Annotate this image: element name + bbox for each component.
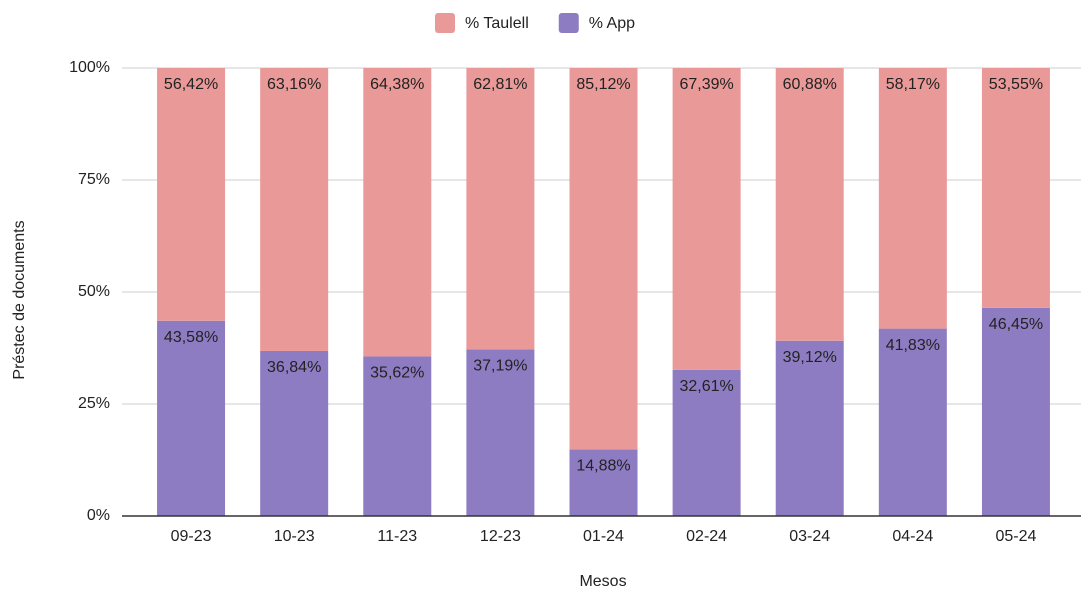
data-label: 60,88% <box>783 76 837 93</box>
bar-segment <box>775 68 844 341</box>
x-tick-label: 11-23 <box>377 528 417 545</box>
data-label: 67,39% <box>679 76 733 93</box>
data-label: 37,19% <box>473 358 527 375</box>
y-tick-label: 50% <box>78 283 110 300</box>
y-axis-label: Préstec de documents <box>11 220 28 379</box>
bar-segment <box>157 320 226 516</box>
data-label: 43,58% <box>164 329 218 346</box>
bar-segment <box>363 68 432 357</box>
data-label: 53,55% <box>989 76 1043 93</box>
bar-segment <box>672 68 741 370</box>
x-tick-label: 03-24 <box>789 528 830 545</box>
x-tick-label: 05-24 <box>995 528 1036 545</box>
bar-segment <box>981 307 1050 516</box>
y-tick-label: 25% <box>78 395 110 412</box>
bar-segment <box>260 350 329 516</box>
bar-segment <box>466 68 535 350</box>
x-tick-label: 04-24 <box>892 528 933 545</box>
data-label: 64,38% <box>370 76 424 93</box>
x-axis-label: Mesos <box>579 573 626 590</box>
bar-segment <box>672 369 741 516</box>
data-label: 39,12% <box>783 349 837 366</box>
data-label: 32,61% <box>679 378 733 395</box>
x-tick-label: 10-23 <box>274 528 315 545</box>
bar-segment <box>878 68 947 329</box>
legend-swatch <box>558 13 579 33</box>
data-label: 14,88% <box>576 458 630 475</box>
bar-segment <box>157 68 226 321</box>
data-label: 85,12% <box>576 76 630 93</box>
bar-segment <box>466 349 535 516</box>
y-tick-label: 100% <box>69 59 110 76</box>
bar-segment <box>878 328 947 516</box>
y-tick-label: 0% <box>87 507 110 524</box>
data-label: 62,81% <box>473 76 527 93</box>
legend-label: % Taulell <box>465 15 529 32</box>
data-label: 35,62% <box>370 365 424 382</box>
data-label: 63,16% <box>267 76 321 93</box>
bar-segment <box>981 68 1050 308</box>
legend-swatch <box>435 13 455 33</box>
bar-segment <box>569 449 638 516</box>
bar-segment <box>363 356 432 516</box>
data-label: 46,45% <box>989 316 1043 333</box>
y-tick-label: 75% <box>78 171 110 188</box>
bar-segment <box>260 68 329 351</box>
data-label: 58,17% <box>886 76 940 93</box>
bar-segment <box>569 68 638 450</box>
data-label: 41,83% <box>886 337 940 354</box>
x-tick-label: 09-23 <box>171 528 212 545</box>
legend-label: % App <box>589 15 635 32</box>
bar-segment <box>775 340 844 516</box>
x-tick-label: 12-23 <box>480 528 521 545</box>
data-label: 36,84% <box>267 359 321 376</box>
data-label: 56,42% <box>164 76 218 93</box>
x-tick-label: 01-24 <box>583 528 624 545</box>
x-tick-label: 02-24 <box>686 528 727 545</box>
